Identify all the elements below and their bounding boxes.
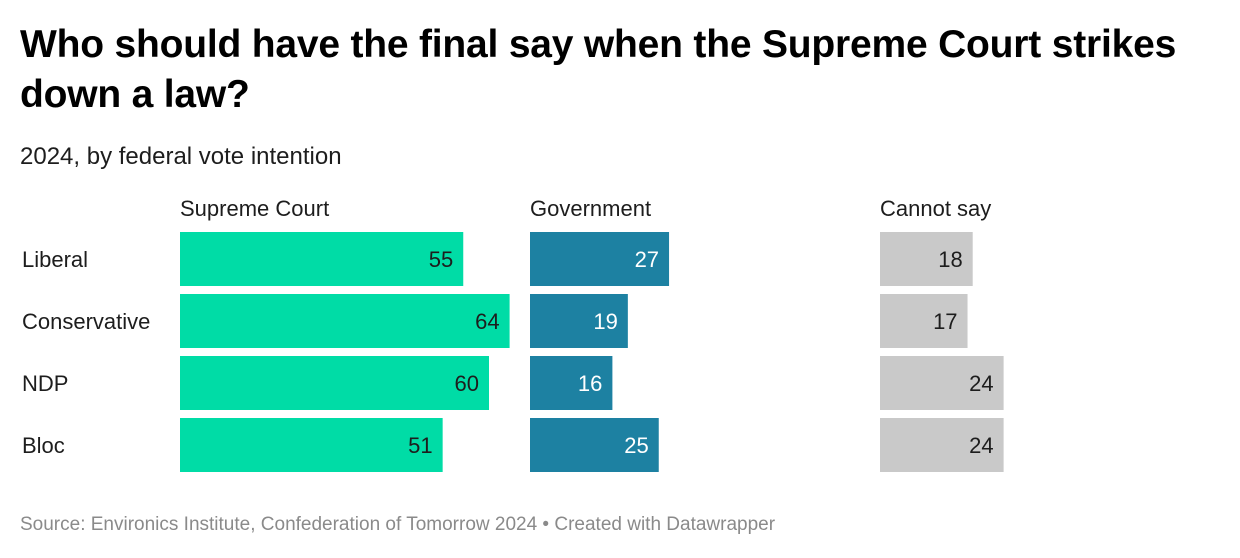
bar-government-liberal <box>530 232 670 286</box>
value-label-government-liberal: 27 <box>635 247 659 272</box>
value-label-cannot-say-ndp: 24 <box>969 371 993 396</box>
value-label-government-conservative: 19 <box>593 309 617 334</box>
column-header-supreme-court: Supreme Court <box>180 196 329 221</box>
bar-cannot-say-conservative <box>880 294 968 348</box>
category-label-ndp: NDP <box>22 371 68 396</box>
category-label-liberal: Liberal <box>22 247 88 272</box>
source-note: Source: Environics Institute, Confederat… <box>20 514 776 535</box>
value-label-supreme-court-bloc: 51 <box>408 433 432 458</box>
value-label-cannot-say-conservative: 17 <box>933 309 957 334</box>
column-header-government: Government <box>530 196 651 221</box>
value-label-government-bloc: 25 <box>624 433 648 458</box>
category-label-conservative: Conservative <box>22 309 150 334</box>
value-label-supreme-court-ndp: 60 <box>455 371 479 396</box>
bar-government-bloc <box>530 418 659 472</box>
value-label-cannot-say-liberal: 18 <box>938 247 962 272</box>
bar-supreme-court-ndp <box>180 356 489 410</box>
bar-supreme-court-liberal <box>180 232 464 286</box>
bar-chart: Supreme Court Government Cannot say Liberal… <box>22 196 1004 472</box>
value-label-cannot-say-bloc: 24 <box>969 433 993 458</box>
value-label-government-ndp: 16 <box>578 371 602 396</box>
bar-cannot-say-ndp <box>880 356 1004 410</box>
bar-supreme-court-conservative <box>180 294 510 348</box>
bar-cannot-say-liberal <box>880 232 973 286</box>
bar-government-ndp <box>530 356 613 410</box>
chart-title: Who should have the final say when the S… <box>20 23 1177 116</box>
category-label-bloc: Bloc <box>22 433 65 458</box>
bar-government-conservative <box>530 294 628 348</box>
bar-supreme-court-bloc <box>180 418 443 472</box>
column-header-cannot-say: Cannot say <box>880 196 991 221</box>
value-label-supreme-court-liberal: 55 <box>429 247 453 272</box>
value-label-supreme-court-conservative: 64 <box>475 309 499 334</box>
bar-cannot-say-bloc <box>880 418 1004 472</box>
chart-subtitle: 2024, by federal vote intention <box>20 143 342 170</box>
